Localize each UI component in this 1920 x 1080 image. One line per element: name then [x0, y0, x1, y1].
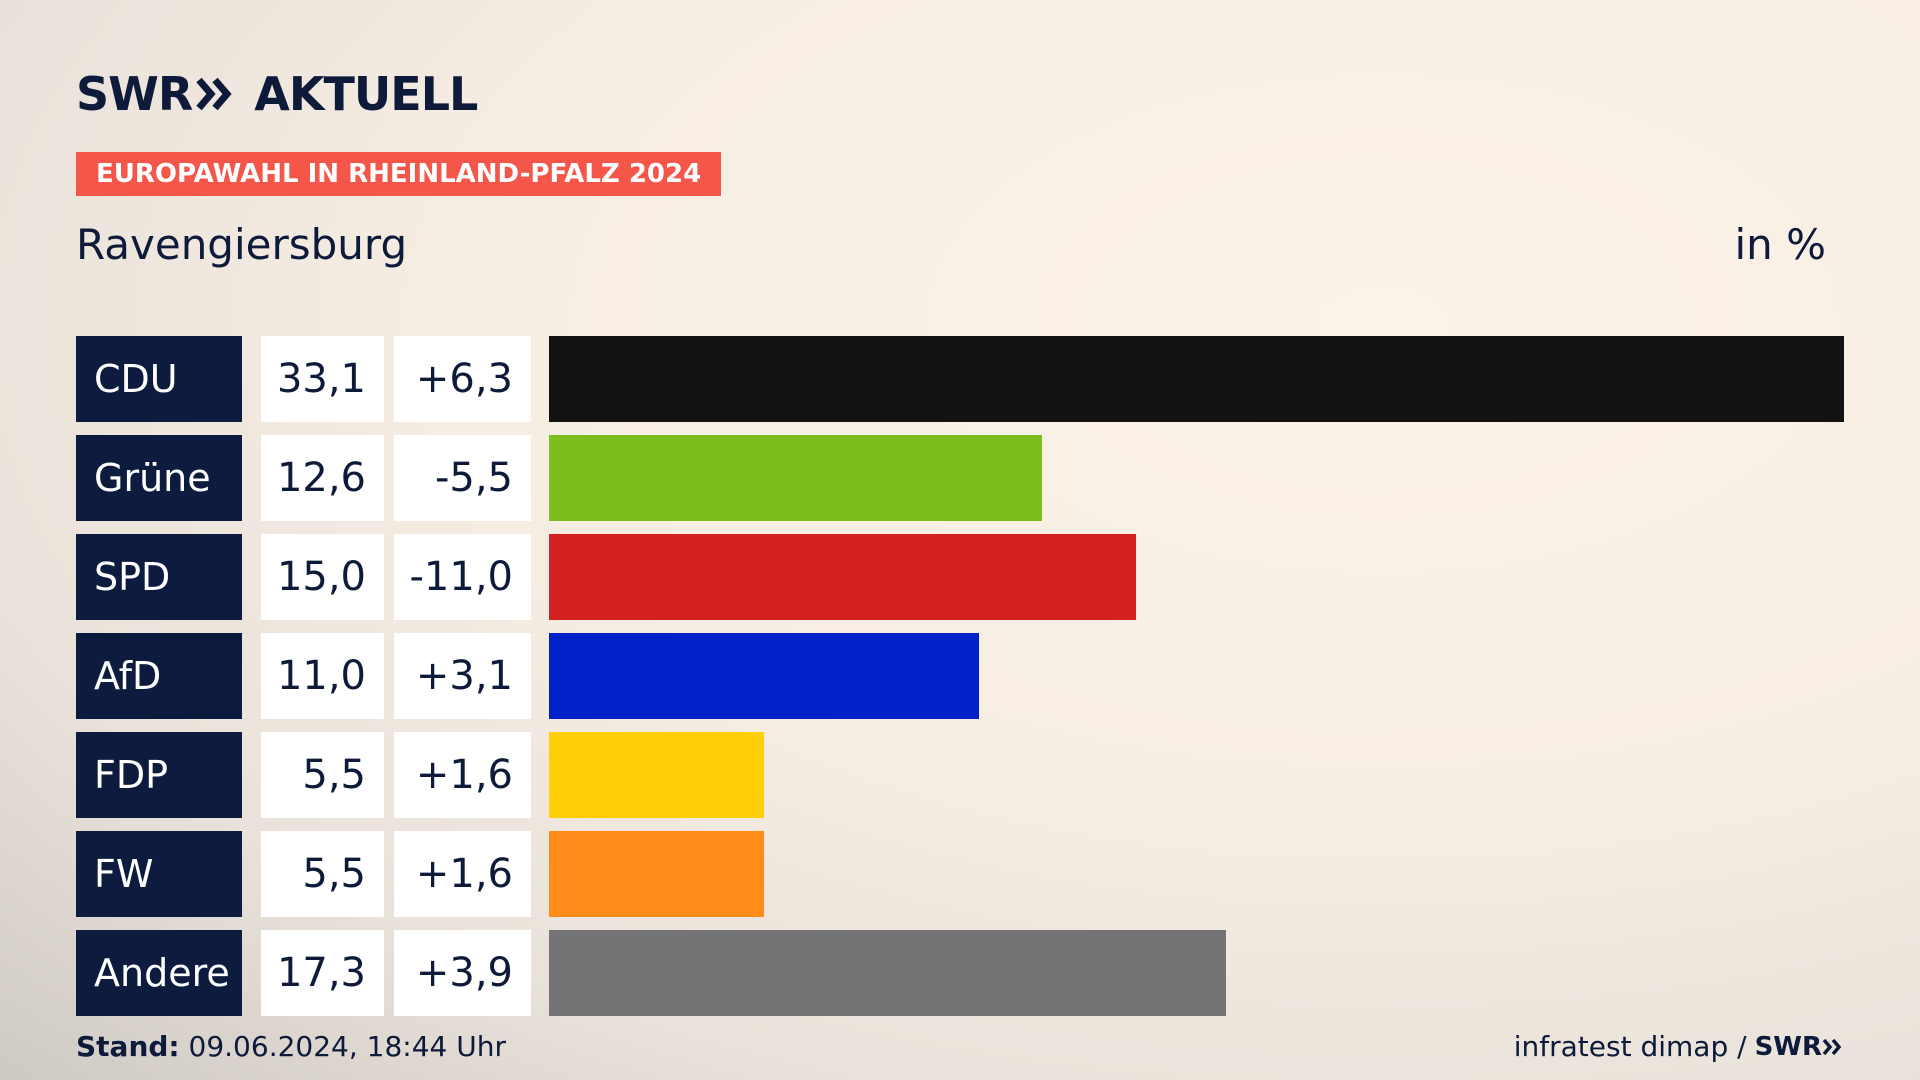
- unit-label: in %: [1734, 220, 1826, 269]
- stand-label: Stand:: [76, 1030, 180, 1063]
- double-chevron-icon: [196, 76, 234, 112]
- vote-share: 33,1: [261, 336, 384, 422]
- bar-afd: [549, 633, 979, 719]
- party-label: CDU: [76, 336, 242, 422]
- bar-fdp: [549, 732, 764, 818]
- party-label: Andere: [76, 930, 242, 1016]
- logo-swr: SWR: [76, 67, 193, 121]
- bar-fw: [549, 831, 764, 917]
- logo-aktuell: AKTUELL: [254, 67, 478, 121]
- source-credit: infratest dimap / SWR: [1514, 1030, 1844, 1063]
- source-text: infratest dimap /: [1513, 1030, 1747, 1063]
- location-title: Ravengiersburg: [76, 220, 408, 269]
- vote-change: +1,6: [394, 831, 531, 917]
- vote-change: +3,9: [394, 930, 531, 1016]
- party-label: FDP: [76, 732, 242, 818]
- swr-aktuell-logo: SWR AKTUELL: [76, 66, 478, 122]
- vote-share: 12,6: [261, 435, 384, 521]
- vote-change: +1,6: [394, 732, 531, 818]
- bar-cdu: [549, 336, 1844, 422]
- source-brand: SWR: [1755, 1032, 1844, 1062]
- election-tag: EUROPAWAHL IN RHEINLAND-PFALZ 2024: [76, 152, 722, 196]
- party-label: Grüne: [76, 435, 242, 521]
- vote-share: 5,5: [261, 732, 384, 818]
- vote-share: 15,0: [261, 534, 384, 620]
- vote-change: -5,5: [394, 435, 531, 521]
- double-chevron-icon: [1822, 1038, 1842, 1055]
- vote-share: 5,5: [261, 831, 384, 917]
- party-label: SPD: [76, 534, 242, 620]
- bar-grne: [549, 435, 1042, 521]
- timestamp: Stand: 09.06.2024, 18:44 Uhr: [76, 1030, 506, 1063]
- stand-value: 09.06.2024, 18:44 Uhr: [188, 1030, 506, 1063]
- vote-share: 11,0: [261, 633, 384, 719]
- bar-spd: [549, 534, 1136, 620]
- source-brand-text: SWR: [1754, 1031, 1822, 1062]
- party-label: FW: [76, 831, 242, 917]
- party-label: AfD: [76, 633, 242, 719]
- vote-share: 17,3: [261, 930, 384, 1016]
- vote-change: +3,1: [394, 633, 531, 719]
- bar-andere: [549, 930, 1226, 1016]
- vote-change: -11,0: [394, 534, 531, 620]
- vote-change: +6,3: [394, 336, 531, 422]
